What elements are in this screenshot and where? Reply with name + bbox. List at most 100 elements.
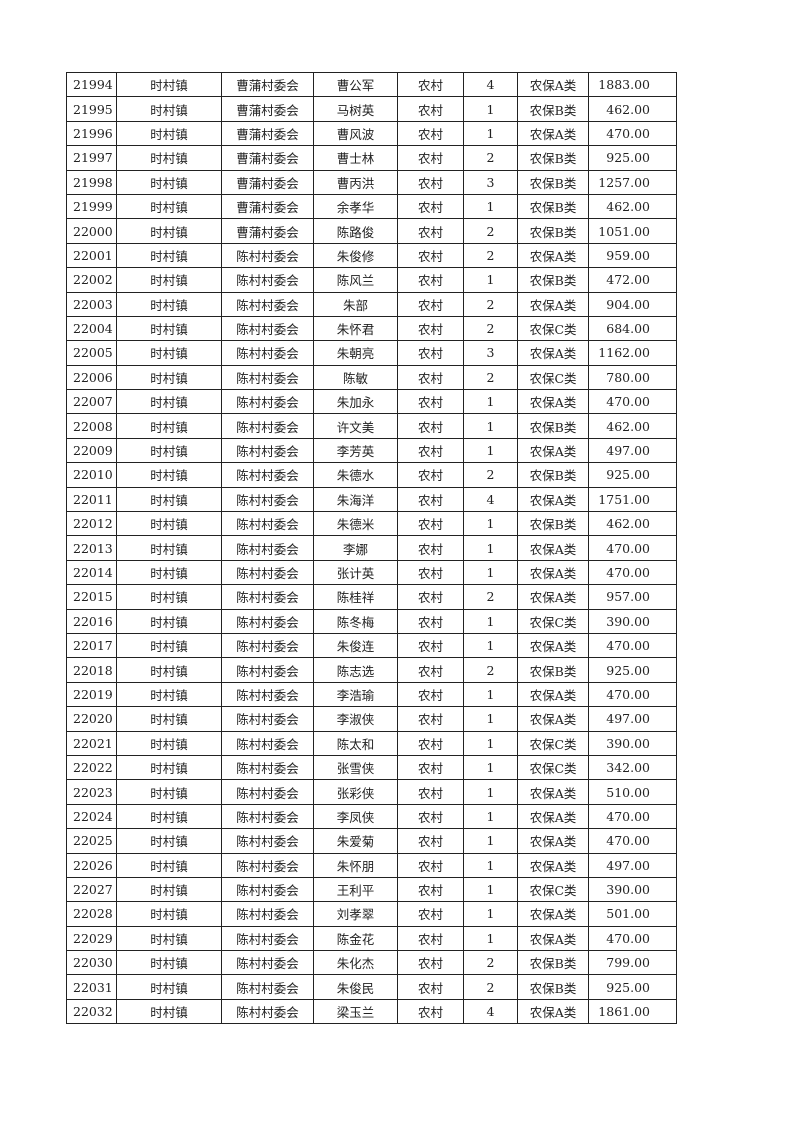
record-id-cell: 22032	[66, 998, 117, 1025]
insurance-category-cell: 农保B类	[517, 511, 589, 537]
amount-cell: 684.00	[588, 315, 677, 342]
residence-type-cell: 农村	[397, 267, 464, 293]
person-name-cell: 张计英	[313, 559, 398, 586]
person-name-cell: 朱怀君	[313, 315, 398, 342]
village-committee-cell: 陈村村委会	[221, 950, 314, 976]
insurance-category-cell: 农保A类	[517, 901, 589, 927]
town-cell: 时村镇	[116, 706, 222, 732]
table-row: 21998 时村镇 曹蒲村委会 曹丙洪 农村 3 农保B类 1257.00	[66, 169, 677, 195]
amount-cell: 462.00	[588, 193, 677, 220]
amount-cell: 925.00	[588, 974, 677, 1000]
person-name-cell: 朱海洋	[313, 486, 398, 513]
person-name-cell: 朱部	[313, 291, 398, 317]
household-count-cell: 2	[463, 950, 518, 976]
town-cell: 时村镇	[116, 364, 222, 391]
record-id-cell: 22015	[66, 584, 117, 610]
residence-type-cell: 农村	[397, 413, 464, 439]
person-name-cell: 张彩侠	[313, 779, 398, 805]
village-committee-cell: 陈村村委会	[221, 242, 314, 269]
residence-type-cell: 农村	[397, 632, 464, 659]
amount-cell: 470.00	[588, 681, 677, 708]
residence-type-cell: 农村	[397, 315, 464, 342]
insurance-category-cell: 农保A类	[517, 559, 589, 586]
household-count-cell: 1	[463, 706, 518, 732]
table-row: 22032 时村镇 陈村村委会 梁玉兰 农村 4 农保A类 1861.00	[66, 998, 677, 1025]
residence-type-cell: 农村	[397, 852, 464, 878]
residence-type-cell: 农村	[397, 657, 464, 683]
table-row: 22029 时村镇 陈村村委会 陈金花 农村 1 农保A类 470.00	[66, 925, 677, 952]
residence-type-cell: 农村	[397, 950, 464, 976]
household-count-cell: 1	[463, 389, 518, 415]
residence-type-cell: 农村	[397, 876, 464, 903]
village-committee-cell: 陈村村委会	[221, 998, 314, 1025]
person-name-cell: 陈敏	[313, 364, 398, 391]
village-committee-cell: 曹蒲村委会	[221, 218, 314, 244]
household-count-cell: 2	[463, 462, 518, 488]
insurance-category-cell: 农保B类	[517, 950, 589, 976]
record-id-cell: 22010	[66, 462, 117, 488]
record-id-cell: 21996	[66, 120, 117, 147]
village-committee-cell: 陈村村委会	[221, 315, 314, 342]
town-cell: 时村镇	[116, 462, 222, 488]
amount-cell: 470.00	[588, 632, 677, 659]
person-name-cell: 李芳英	[313, 437, 398, 464]
residence-type-cell: 农村	[397, 925, 464, 952]
record-id-cell: 22026	[66, 852, 117, 878]
person-name-cell: 陈金花	[313, 925, 398, 952]
household-count-cell: 3	[463, 340, 518, 366]
town-cell: 时村镇	[116, 632, 222, 659]
table-row: 22016 时村镇 陈村村委会 陈冬梅 农村 1 农保C类 390.00	[66, 608, 677, 634]
village-committee-cell: 陈村村委会	[221, 608, 314, 634]
town-cell: 时村镇	[116, 852, 222, 878]
table-row: 22007 时村镇 陈村村委会 朱加永 农村 1 农保A类 470.00	[66, 389, 677, 415]
residence-type-cell: 农村	[397, 71, 464, 98]
person-name-cell: 陈太和	[313, 730, 398, 756]
household-count-cell: 1	[463, 876, 518, 903]
household-count-cell: 2	[463, 218, 518, 244]
household-count-cell: 1	[463, 511, 518, 537]
table-row: 22019 时村镇 陈村村委会 李浩瑜 农村 1 农保A类 470.00	[66, 681, 677, 708]
household-count-cell: 4	[463, 486, 518, 513]
village-committee-cell: 曹蒲村委会	[221, 96, 314, 122]
village-committee-cell: 陈村村委会	[221, 267, 314, 293]
village-committee-cell: 陈村村委会	[221, 389, 314, 415]
amount-cell: 1883.00	[588, 71, 677, 98]
record-id-cell: 22009	[66, 437, 117, 464]
household-count-cell: 1	[463, 779, 518, 805]
table-row: 22023 时村镇 陈村村委会 张彩侠 农村 1 农保A类 510.00	[66, 779, 677, 805]
table-row: 22030 时村镇 陈村村委会 朱化杰 农村 2 农保B类 799.00	[66, 950, 677, 976]
household-count-cell: 1	[463, 901, 518, 927]
record-id-cell: 22027	[66, 876, 117, 903]
town-cell: 时村镇	[116, 998, 222, 1025]
residence-type-cell: 农村	[397, 803, 464, 830]
household-count-cell: 2	[463, 145, 518, 171]
residence-type-cell: 农村	[397, 974, 464, 1000]
residence-type-cell: 农村	[397, 169, 464, 195]
household-count-cell: 1	[463, 437, 518, 464]
records-table-body: 21994 时村镇 曹蒲村委会 曹公军 农村 4 农保A类 1883.00 21995 时村镇 曹蒲…	[66, 71, 677, 1025]
record-id-cell: 22011	[66, 486, 117, 513]
record-id-cell: 21998	[66, 169, 117, 195]
record-id-cell: 22029	[66, 925, 117, 952]
person-name-cell: 朱朝亮	[313, 340, 398, 366]
residence-type-cell: 农村	[397, 145, 464, 171]
residence-type-cell: 农村	[397, 681, 464, 708]
residence-type-cell: 农村	[397, 486, 464, 513]
town-cell: 时村镇	[116, 413, 222, 439]
insurance-category-cell: 农保A类	[517, 998, 589, 1025]
household-count-cell: 1	[463, 632, 518, 659]
person-name-cell: 曹公军	[313, 71, 398, 98]
record-id-cell: 22003	[66, 291, 117, 317]
record-id-cell: 22023	[66, 779, 117, 805]
insurance-category-cell: 农保A类	[517, 803, 589, 830]
residence-type-cell: 农村	[397, 706, 464, 732]
household-count-cell: 1	[463, 803, 518, 830]
town-cell: 时村镇	[116, 730, 222, 756]
table-row: 22010 时村镇 陈村村委会 朱德水 农村 2 农保B类 925.00	[66, 462, 677, 488]
household-count-cell: 2	[463, 974, 518, 1000]
town-cell: 时村镇	[116, 96, 222, 122]
amount-cell: 799.00	[588, 950, 677, 976]
record-id-cell: 21999	[66, 193, 117, 220]
town-cell: 时村镇	[116, 754, 222, 781]
record-id-cell: 22008	[66, 413, 117, 439]
